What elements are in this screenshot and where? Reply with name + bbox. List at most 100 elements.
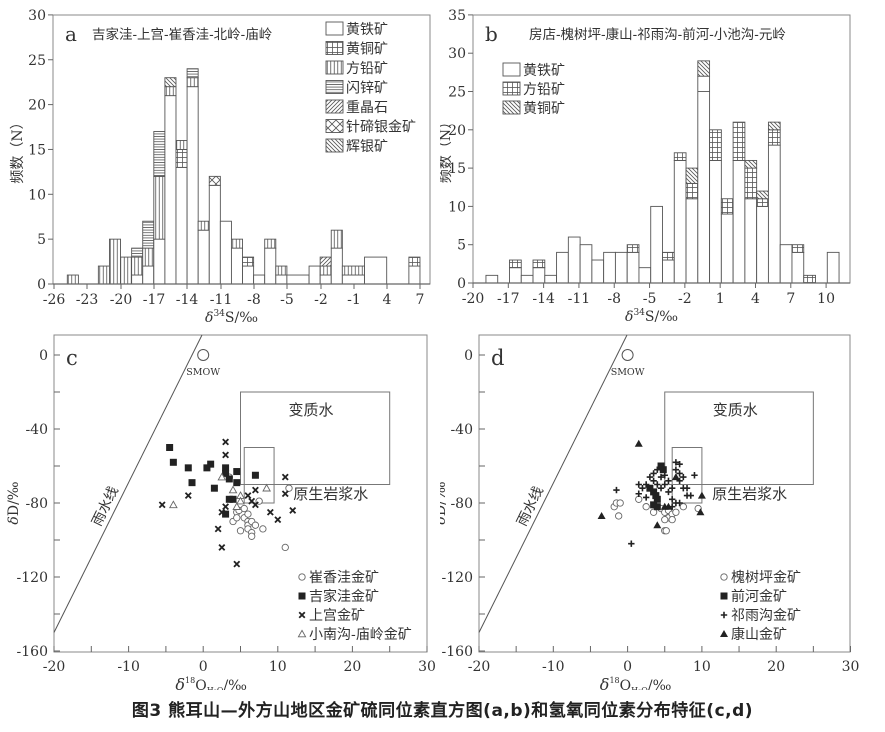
- legend-item: 槐树坪金矿: [720, 570, 801, 586]
- bar-segment: [341, 274, 365, 285]
- bar-segment: [131, 256, 144, 276]
- bar-segment: [779, 244, 793, 284]
- y-tick-label: -80: [25, 496, 48, 512]
- svg-text:吉家洼金矿: 吉家洼金矿: [309, 588, 379, 605]
- y-axis-label: δD/‰: [6, 481, 22, 524]
- bar-segment: [330, 229, 343, 249]
- legend-item: 方铅矿: [502, 81, 565, 98]
- x-tick-label: -1: [347, 292, 361, 308]
- x-tick-label: 7: [786, 291, 795, 307]
- bar-segment: [175, 166, 188, 285]
- x-tick-label: -5: [280, 292, 294, 308]
- bar-segment: [142, 265, 155, 285]
- legend-item: 康山金矿: [720, 626, 787, 643]
- x-tick-label: 10: [817, 291, 835, 307]
- bar-segment: [186, 77, 199, 88]
- bar-segment: [685, 198, 699, 284]
- y-tick-label: 20: [448, 123, 466, 139]
- bar-segment: [791, 244, 805, 253]
- x-tick-label: 4: [383, 292, 392, 308]
- bar-segment: [142, 220, 155, 249]
- bar-segment: [319, 274, 332, 285]
- x-axis-label: δ18OH₂O/‰: [600, 675, 672, 690]
- x-axis-label: δ34S/‰: [625, 308, 678, 325]
- bar-segment: [556, 251, 569, 284]
- smow-marker: [621, 349, 634, 361]
- panel-label: d: [491, 346, 504, 370]
- bar-segment: [709, 129, 722, 161]
- bar-segment: [175, 140, 188, 150]
- x-tick-label: -20: [43, 659, 66, 675]
- metamorphic-water-field: [240, 391, 391, 485]
- svg-text:前河金矿: 前河金矿: [731, 588, 787, 605]
- y-tick-label: 35: [448, 8, 466, 24]
- x-tick-label: 20: [343, 659, 361, 675]
- y-tick-label: -40: [25, 422, 48, 438]
- x-tick-label: -11: [568, 291, 591, 307]
- bar-segment: [720, 198, 734, 215]
- bar-segment: [308, 265, 321, 285]
- bar-segment: [744, 198, 758, 284]
- bar-segment: [709, 159, 722, 284]
- bar-segment: [579, 244, 593, 284]
- svg-text:小南沟-庙岭金矿: 小南沟-庙岭金矿: [309, 627, 412, 643]
- y-tick-label: 30: [448, 46, 466, 62]
- x-tick-label: -8: [607, 291, 621, 307]
- y-tick-label: -120: [442, 570, 473, 586]
- svg-text:黄铁矿: 黄铁矿: [346, 21, 388, 38]
- bar-segment: [142, 247, 155, 267]
- bar-segment: [544, 274, 558, 284]
- x-tick-label: 7: [416, 292, 425, 308]
- bar-segment: [697, 75, 711, 284]
- y-tick-label: 0: [39, 348, 48, 364]
- bar-segment: [485, 274, 499, 284]
- x-tick-label: -26: [43, 292, 66, 308]
- bar-segment: [685, 167, 699, 184]
- panel-label: c: [66, 346, 78, 370]
- bar-segment: [767, 129, 781, 146]
- bar-segment: [364, 256, 388, 285]
- bar-segment: [131, 274, 144, 285]
- bar-segment: [219, 220, 232, 285]
- y-axis-label: 频数（N）: [440, 115, 454, 183]
- x-tick-label: -17: [497, 291, 520, 307]
- y-tick-label: 0: [464, 348, 473, 364]
- scatter-panel-c: 0-40-80-120-160-20 -10 0 10 20 30SMOW雨水线变质水原生…: [6, 334, 436, 690]
- legend-item: 黄铜矿: [325, 41, 388, 58]
- y-tick-label: 5: [457, 238, 466, 254]
- x-tick-label: -20: [110, 292, 133, 308]
- bar-segment: [208, 184, 221, 285]
- field-label: 变质水: [289, 401, 334, 419]
- bar-segment: [97, 265, 110, 285]
- bar-segment: [197, 229, 210, 285]
- x-tick-label: -23: [76, 292, 99, 308]
- bar-segment: [408, 256, 421, 267]
- x-tick-label: -8: [247, 292, 261, 308]
- x-tick-label: 10: [269, 659, 287, 675]
- y-tick-label: 0: [37, 277, 46, 293]
- legend-item: 吉家洼金矿: [298, 588, 379, 605]
- legend-item: 方铅矿: [325, 60, 388, 77]
- legend-item: 重晶石: [325, 99, 388, 116]
- histogram-panel-b: 0 5 10 15 20 25 30 35 -20 -17 -14 -11 -8 -5 -2 1 4 7 10 b 房店…: [440, 8, 851, 325]
- bar-segment: [697, 60, 711, 77]
- bar-segment: [626, 244, 640, 253]
- smow-marker: [197, 349, 210, 361]
- bar-segment: [826, 251, 840, 284]
- bar-segment: [509, 267, 522, 284]
- bar-segment: [153, 175, 166, 240]
- x-tick-label: -17: [143, 292, 166, 308]
- bar-segment: [108, 238, 121, 285]
- bar-segment: [230, 247, 243, 285]
- x-tick-label: -14: [176, 292, 199, 308]
- bar-segment: [673, 152, 687, 161]
- bar-segment: [242, 256, 255, 267]
- bar-segment: [520, 274, 534, 284]
- meteoric-water-line: [478, 334, 628, 633]
- bar-segment: [120, 256, 133, 285]
- legend-item: 黄铁矿: [325, 21, 388, 38]
- bar-segment: [720, 213, 734, 284]
- series-open-circle: [225, 473, 293, 552]
- bar-segment: [767, 121, 781, 131]
